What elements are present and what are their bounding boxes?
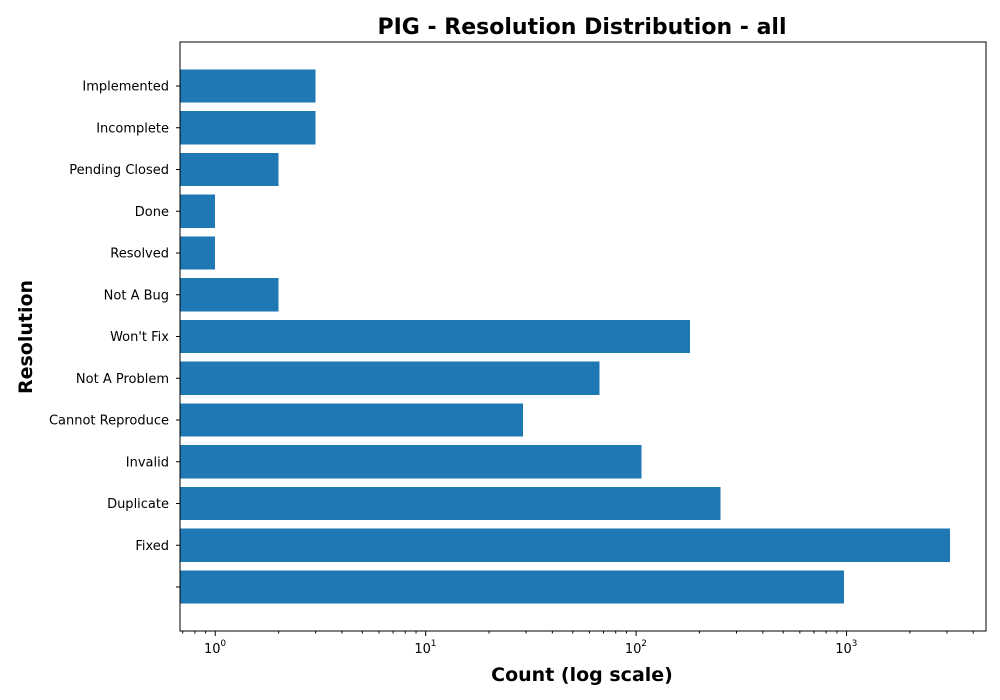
bar-incomplete: [180, 111, 316, 145]
x-tick-base: 10: [414, 642, 431, 657]
y-tick-label-incomplete: Incomplete: [96, 121, 169, 136]
chart-title: PIG - Resolution Distribution - all: [377, 15, 786, 40]
y-tick-label-resolved: Resolved: [110, 247, 169, 262]
x-tick-label-1: 10 0: [204, 639, 226, 657]
x-tick-label-10: 10 1: [414, 639, 436, 657]
y-tick-label-implemented: Implemented: [82, 80, 169, 95]
bars-group: [180, 69, 951, 604]
bar-invalid: [180, 445, 642, 479]
y-tick-label-not-a-problem: Not A Problem: [76, 372, 169, 387]
x-tick-base: 10: [204, 642, 221, 657]
y-tick-label-duplicate: Duplicate: [107, 497, 169, 512]
bar-won-t-fix: [180, 319, 690, 354]
bar-not-a-problem: [180, 361, 600, 395]
x-axis-ticks: 10 0 10 1 10 2 10 3: [182, 631, 974, 657]
x-axis-label: Count (log scale): [491, 664, 673, 686]
bar-done: [180, 194, 216, 228]
x-tick-exponent: 2: [641, 639, 647, 649]
plot-frame: [179, 41, 987, 632]
bar-cannot-reproduce: [180, 403, 523, 437]
y-axis-label: Resolution: [15, 280, 37, 394]
y-tick-label-cannot-reproduce: Cannot Reproduce: [49, 414, 169, 429]
x-tick-base: 10: [625, 642, 642, 657]
bar-duplicate: [180, 486, 721, 521]
bar-fixed: [180, 528, 951, 562]
y-tick-label-won-t-fix: Won't Fix: [110, 330, 169, 345]
y-tick-label-done: Done: [135, 205, 169, 220]
bar-blank: [180, 570, 844, 604]
bar-implemented: [180, 69, 316, 103]
x-tick-label-100: 10 2: [625, 639, 647, 657]
y-tick-label-pending-closed: Pending Closed: [69, 163, 169, 178]
y-tick-label-invalid: Invalid: [126, 455, 169, 470]
x-tick-label-1000: 10 3: [835, 639, 857, 657]
x-tick-exponent: 0: [220, 639, 226, 649]
y-tick-label-fixed: Fixed: [135, 539, 169, 554]
bar-resolved: [180, 236, 216, 270]
x-tick-base: 10: [835, 642, 852, 657]
y-axis-ticks: Implemented Incomplete Pending Closed Done R…: [49, 80, 180, 588]
y-tick-label-not-a-bug: Not A Bug: [104, 288, 169, 303]
bar-not-a-bug: [180, 278, 279, 312]
x-tick-exponent: 3: [852, 639, 858, 649]
bar-pending-closed: [180, 152, 279, 187]
x-tick-exponent: 1: [431, 639, 437, 649]
